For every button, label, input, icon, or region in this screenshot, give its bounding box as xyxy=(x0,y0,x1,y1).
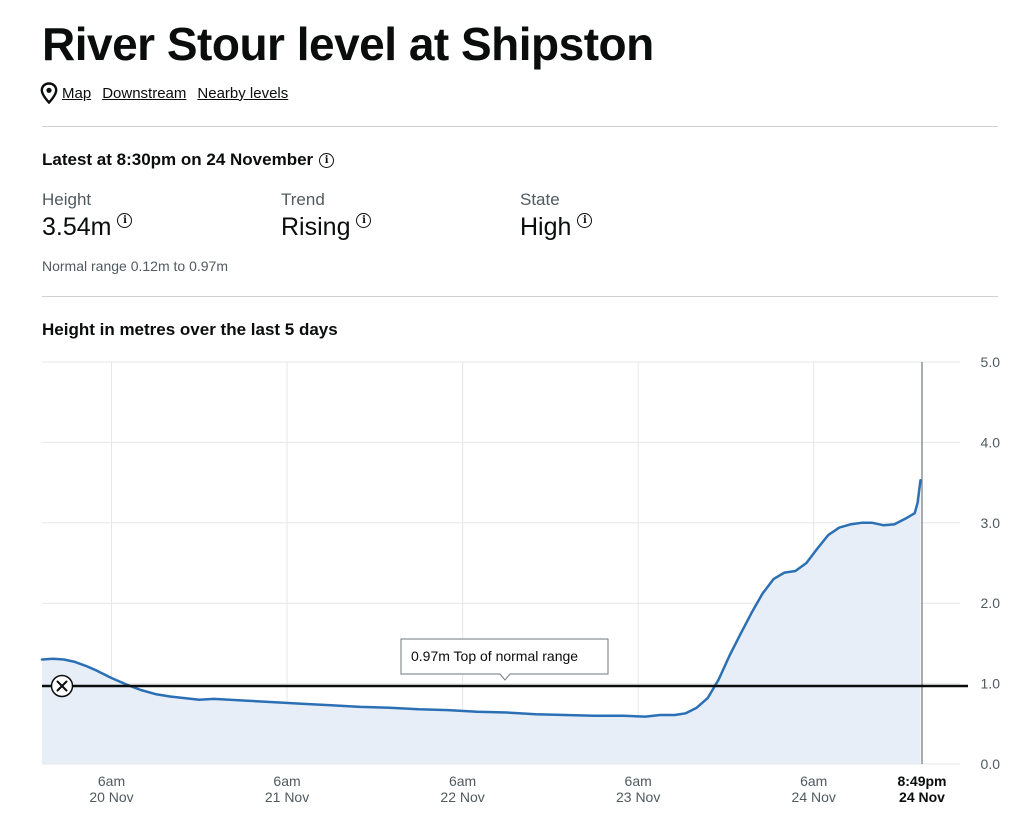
station-links: Map Downstream Nearby levels xyxy=(40,82,299,104)
series-line xyxy=(40,478,922,718)
threshold-label-box xyxy=(400,638,609,681)
x-tick-time: 6am xyxy=(273,773,300,789)
x-tick-time: 6am xyxy=(98,773,125,789)
divider xyxy=(42,126,998,127)
info-icon[interactable]: i xyxy=(577,213,593,228)
x-tick-date: 24 Nov xyxy=(792,789,836,805)
height-value: 3.54m xyxy=(42,213,112,241)
x-tick-time: 8:49pm xyxy=(897,773,946,789)
close-icon-cross xyxy=(56,680,68,692)
x-tick-date: 21 Nov xyxy=(265,789,309,805)
y-tick-label: 3.0 xyxy=(981,515,1001,531)
x-tick-date: 22 Nov xyxy=(440,789,484,805)
y-tick-label: 4.0 xyxy=(981,434,1001,450)
x-tick-date: 23 Nov xyxy=(616,789,660,805)
divider xyxy=(42,296,998,297)
trend-label: Trend xyxy=(281,190,325,209)
nearby-levels-link[interactable]: Nearby levels xyxy=(197,84,289,102)
state-value: High xyxy=(520,213,572,241)
location-pin-icon xyxy=(40,82,58,104)
trend-value: Rising xyxy=(281,213,351,241)
downstream-link[interactable]: Downstream xyxy=(102,84,187,102)
threshold-label: 0.97m Top of normal range xyxy=(411,648,578,664)
y-tick-label: 1.0 xyxy=(981,676,1001,692)
x-tick-time: 6am xyxy=(800,773,827,789)
state-stat: State High i xyxy=(520,190,593,244)
state-label: State xyxy=(520,190,560,209)
x-tick-time: 6am xyxy=(449,773,476,789)
close-icon[interactable] xyxy=(50,674,74,698)
y-tick-label: 0.0 xyxy=(981,756,1001,772)
chart-title: Height in metres over the last 5 days xyxy=(42,320,338,339)
height-stat: Height 3.54m i xyxy=(42,190,133,244)
latest-heading: Latest at 8:30pm on 24 November i xyxy=(42,150,335,170)
series-area xyxy=(42,480,921,764)
y-tick-label: 2.0 xyxy=(981,595,1001,611)
x-tick-time: 6am xyxy=(625,773,652,789)
trend-stat: Trend Rising i xyxy=(281,190,372,244)
y-tick-label: 5.0 xyxy=(981,354,1001,370)
height-label: Height xyxy=(42,190,92,209)
map-link[interactable]: Map xyxy=(62,84,92,102)
info-icon[interactable]: i xyxy=(356,213,372,228)
x-tick-date: 20 Nov xyxy=(89,789,133,805)
info-icon[interactable]: i xyxy=(319,152,335,168)
normal-range-text: Normal range 0.12m to 0.97m xyxy=(42,258,228,274)
info-icon[interactable]: i xyxy=(117,213,133,228)
page-title: River Stour level at Shipston xyxy=(42,18,654,70)
x-tick-date: 24 Nov xyxy=(899,789,945,805)
latest-heading-text: Latest at 8:30pm on 24 November xyxy=(42,150,314,169)
